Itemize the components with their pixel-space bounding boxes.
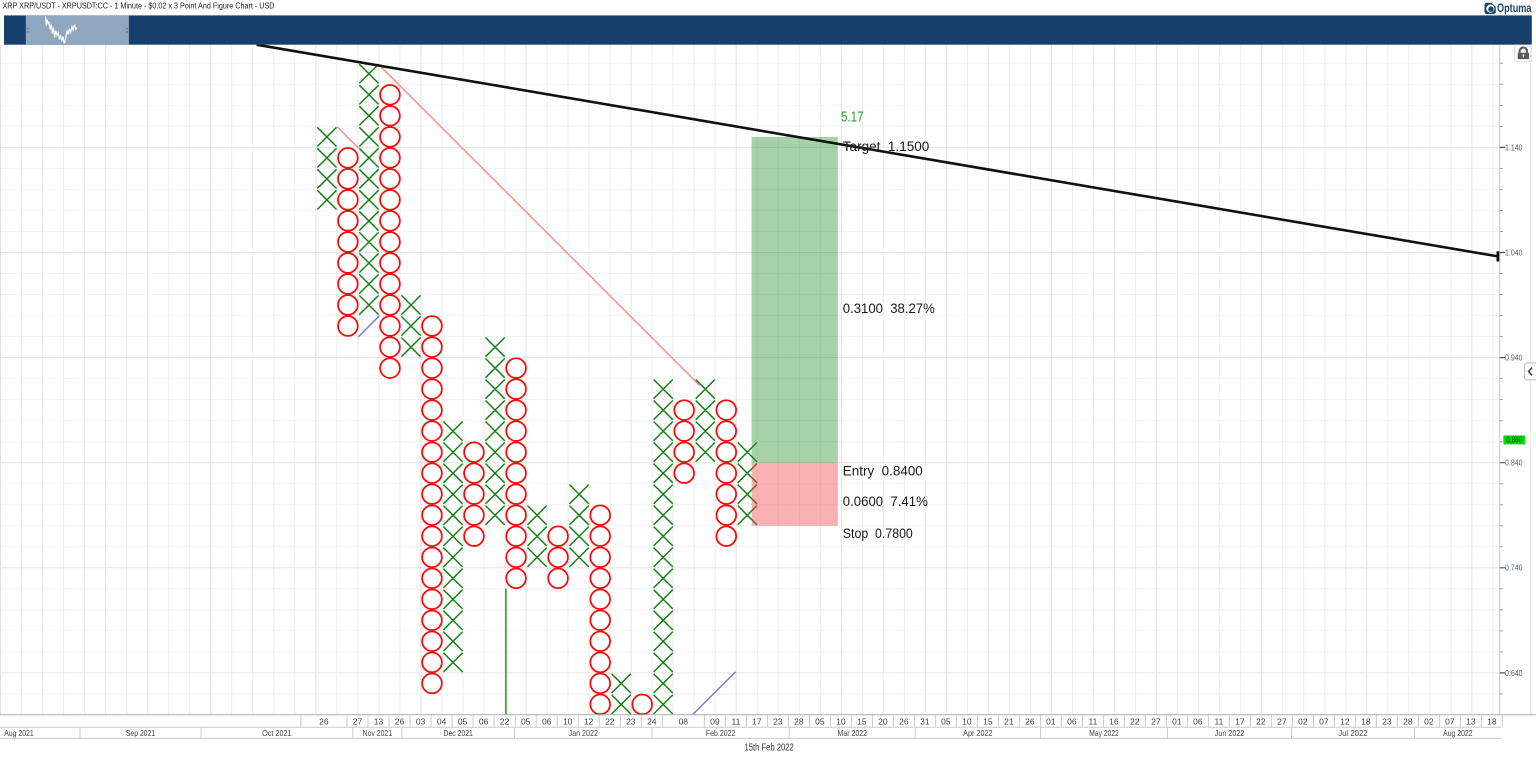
svg-text:Optuma: Optuma: [1497, 3, 1532, 15]
svg-text:0.3100 38.27%: 0.3100 38.27%: [843, 301, 935, 317]
svg-text:22: 22: [1256, 716, 1266, 726]
svg-text:02: 02: [1424, 716, 1434, 726]
svg-text:26: 26: [899, 716, 909, 726]
svg-text:28: 28: [1403, 716, 1413, 726]
svg-text:Apr 2022: Apr 2022: [963, 728, 993, 738]
svg-text:Target 1.1500: Target 1.1500: [843, 139, 930, 155]
svg-text:Entry 0.8400: Entry 0.8400: [843, 464, 923, 480]
svg-text:31: 31: [920, 716, 930, 726]
svg-text:XRP XRP/USDT - XRPUSDT:CC - 1: XRP XRP/USDT - XRPUSDT:CC - 1 Minute - $…: [3, 0, 275, 10]
svg-text:26: 26: [395, 716, 405, 726]
svg-text:12: 12: [584, 716, 594, 726]
svg-text:01: 01: [1046, 716, 1056, 726]
svg-text:18: 18: [1361, 716, 1371, 726]
svg-text:22: 22: [1130, 716, 1140, 726]
svg-text:09: 09: [710, 716, 720, 726]
svg-text:1.140: 1.140: [1505, 143, 1523, 152]
svg-text:16: 16: [1109, 716, 1119, 726]
svg-text:Jul 2022: Jul 2022: [1338, 728, 1368, 738]
svg-text:11: 11: [1214, 716, 1223, 726]
svg-text:Dec 2021: Dec 2021: [443, 728, 473, 738]
svg-text:24: 24: [647, 716, 657, 726]
svg-text:10: 10: [962, 716, 972, 726]
svg-text:15: 15: [857, 716, 867, 726]
svg-text:27: 27: [1277, 716, 1287, 726]
svg-text:Nov 2021: Nov 2021: [363, 728, 393, 738]
svg-text:Mar 2022: Mar 2022: [838, 728, 868, 738]
svg-text:07: 07: [1445, 716, 1455, 726]
svg-text:0.840: 0.840: [1505, 459, 1523, 468]
svg-text:17: 17: [752, 716, 762, 726]
svg-text:13: 13: [1466, 716, 1476, 726]
svg-text:07: 07: [1319, 716, 1329, 726]
svg-text:15th Feb 2022: 15th Feb 2022: [745, 742, 794, 753]
svg-text:May 2022: May 2022: [1089, 728, 1119, 738]
svg-text:26: 26: [1025, 716, 1035, 726]
svg-text:13: 13: [374, 716, 384, 726]
svg-text:Aug 2022: Aug 2022: [1443, 728, 1473, 738]
svg-text:1.040: 1.040: [1505, 248, 1523, 257]
svg-text:06: 06: [479, 716, 489, 726]
svg-text:23: 23: [626, 716, 636, 726]
svg-text:27: 27: [1151, 716, 1161, 726]
svg-text:Stop 0.7800: Stop 0.7800: [843, 526, 913, 542]
svg-text:18: 18: [1487, 716, 1497, 726]
svg-text:26: 26: [319, 716, 329, 726]
svg-text:20: 20: [878, 716, 888, 726]
svg-text:04: 04: [437, 716, 447, 726]
svg-text:Jun 2022: Jun 2022: [1215, 728, 1245, 738]
svg-text:Oct 2021: Oct 2021: [262, 728, 292, 738]
svg-text:Jan 2022: Jan 2022: [569, 728, 599, 738]
svg-text:05: 05: [521, 716, 531, 726]
svg-text:12: 12: [1340, 716, 1350, 726]
svg-text:0.740: 0.740: [1505, 564, 1523, 573]
svg-text:0.860: 0.860: [1506, 436, 1523, 445]
svg-text:0.940: 0.940: [1505, 354, 1523, 363]
svg-text:27: 27: [353, 716, 363, 726]
svg-text:17: 17: [1235, 716, 1245, 726]
svg-text:11: 11: [1088, 716, 1097, 726]
svg-text:21: 21: [1004, 716, 1014, 726]
svg-text:05: 05: [815, 716, 825, 726]
svg-text:22: 22: [605, 716, 615, 726]
svg-text:Aug 2021: Aug 2021: [4, 728, 34, 738]
svg-text:11: 11: [731, 716, 740, 726]
svg-text:01: 01: [1172, 716, 1182, 726]
svg-text:08: 08: [679, 716, 689, 726]
svg-text:Sep 2021: Sep 2021: [126, 728, 156, 738]
svg-text:02: 02: [1298, 716, 1308, 726]
svg-text:06: 06: [1193, 716, 1203, 726]
svg-text:0.640: 0.640: [1505, 669, 1523, 678]
svg-text:28: 28: [794, 716, 804, 726]
svg-text:05: 05: [941, 716, 951, 726]
svg-text:06: 06: [542, 716, 552, 726]
svg-text:10: 10: [836, 716, 846, 726]
svg-text:10: 10: [563, 716, 573, 726]
svg-text:23: 23: [1382, 716, 1392, 726]
svg-text:15: 15: [983, 716, 993, 726]
svg-text:0.0600 7.41%: 0.0600 7.41%: [843, 494, 928, 510]
svg-text:03: 03: [416, 716, 426, 726]
svg-text:05: 05: [458, 716, 468, 726]
svg-text:22: 22: [500, 716, 510, 726]
svg-text:23: 23: [773, 716, 783, 726]
svg-text:5.17: 5.17: [841, 109, 864, 126]
svg-text:Feb 2022: Feb 2022: [706, 728, 736, 738]
svg-text:06: 06: [1067, 716, 1077, 726]
